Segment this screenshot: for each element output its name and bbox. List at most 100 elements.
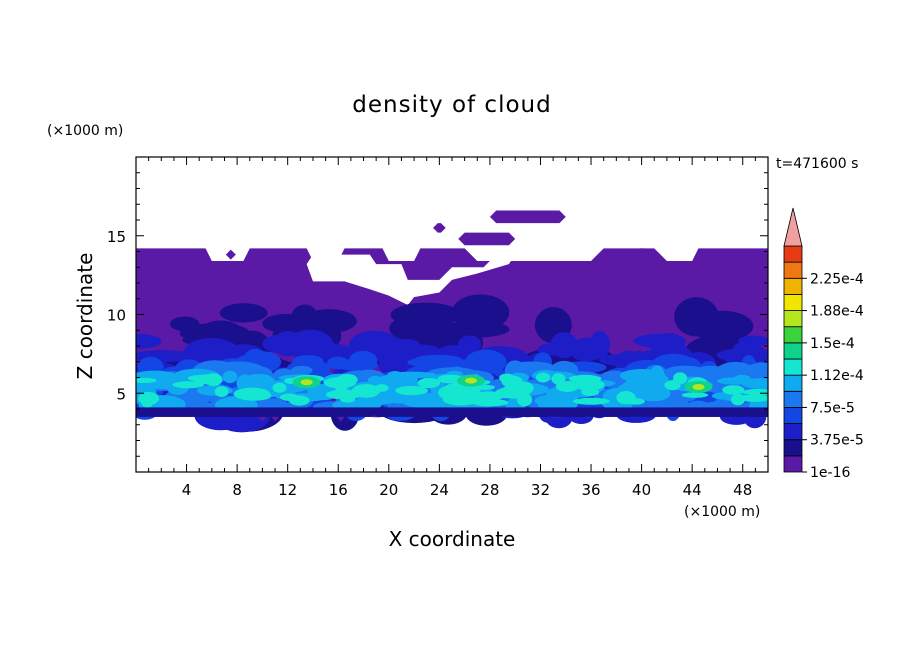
contour-blob-level-6 [551, 373, 566, 385]
contour-blob-level-5 [386, 371, 405, 384]
contour-blob-level-5 [534, 394, 579, 408]
contour-blob-level-2 [550, 332, 578, 359]
contour-blob-level-4 [290, 365, 313, 376]
x-tick-label: 12 [278, 481, 297, 499]
peak-core-0 [300, 379, 313, 386]
contour-blob-level-6 [337, 373, 358, 386]
contour-blob-level-6 [501, 375, 523, 388]
contour-blob-level-2 [738, 335, 768, 347]
x-axis-label: X coordinate [389, 527, 516, 551]
cloud-speck [225, 249, 236, 260]
x-tick-label: 36 [581, 481, 600, 499]
contour-blob-level-4 [667, 386, 688, 408]
colorbar-tick-label: 1.12e-4 [810, 368, 864, 384]
base-notch-0 [258, 416, 267, 422]
contour-blob-level-1 [390, 302, 461, 328]
contour-blob-level-3 [348, 350, 378, 371]
density-field [136, 210, 768, 433]
contour-blob-level-6 [172, 381, 204, 389]
contour-blob-level-1 [170, 316, 200, 332]
y-unit-label: (×1000 m) [47, 123, 123, 139]
contour-blob-level-5 [619, 368, 666, 383]
contour-blob-level-5 [367, 375, 383, 385]
contour-blob-level-3 [327, 356, 350, 370]
contour-blob-level-6 [138, 391, 160, 406]
base-notch-1 [271, 416, 280, 422]
cloud-patch-0 [489, 210, 566, 224]
contour-blob-level-6 [193, 374, 218, 385]
time-label: t=471600 s [776, 156, 858, 172]
contour-blob-level-6 [470, 391, 505, 401]
x-tick-label: 20 [379, 481, 398, 499]
peak-core-1 [464, 377, 477, 384]
x-tick-label: 16 [329, 481, 348, 499]
colorbar-tick-label: 1.88e-4 [810, 304, 864, 320]
contour-blob-level-5 [222, 370, 238, 384]
contour-blob-level-3 [407, 357, 446, 367]
colorbar-tick-label: 2.25e-4 [810, 271, 864, 287]
contour-blob-level-6 [573, 378, 605, 391]
colorbar-segment [783, 439, 803, 457]
x-unit-label: (×1000 m) [684, 504, 760, 520]
contour-blob-level-2 [286, 329, 334, 361]
contour-blob-level-1 [451, 294, 510, 331]
x-tick-label: 8 [232, 481, 242, 499]
x-tick-label: 44 [683, 481, 702, 499]
contour-blob-level-5 [386, 392, 415, 404]
contour-blob-level-2 [394, 339, 421, 353]
contour-blob-level-6 [442, 394, 480, 406]
contour-blob-level-3 [465, 349, 507, 375]
contour-blob-level-6 [214, 386, 229, 397]
colorbar-segment [783, 261, 803, 279]
contour-blob-level-6 [136, 377, 157, 384]
x-tick-label: 40 [632, 481, 651, 499]
colorbar-segment [783, 407, 803, 424]
contour-blob-level-6 [395, 385, 428, 396]
colorbar-tick-label: 3.75e-5 [810, 433, 864, 449]
cloud-patch-3 [635, 248, 648, 258]
peak-core-2 [692, 383, 705, 390]
colorbar-segment [783, 277, 803, 295]
colorbar-extend-arrow [783, 207, 803, 247]
contour-blob-level-1 [219, 303, 268, 323]
contour-blob-level-6 [472, 398, 509, 407]
contour-blob-level-6 [572, 397, 610, 405]
y-axis-label: Z coordinate [73, 253, 97, 380]
contour-blob-level-6 [375, 384, 389, 392]
colorbar-tick-label: 7.5e-5 [810, 400, 855, 416]
y-tick-label: 10 [107, 307, 126, 325]
colorbar-segment [783, 390, 803, 408]
x-tick-label: 4 [182, 481, 192, 499]
colorbar-segment [783, 374, 803, 392]
contour-blob-level-5 [717, 377, 753, 385]
base-notch-3 [369, 415, 378, 417]
contour-blob-level-2 [184, 338, 239, 366]
contour-blob-level-6 [335, 383, 348, 397]
contour-blob-level-6 [681, 392, 709, 398]
colorbar-segment [783, 455, 803, 473]
clear-gap [306, 254, 516, 306]
y-tick-label: 5 [116, 385, 126, 403]
colorbar-segment [783, 245, 803, 263]
cloud-patch-1 [458, 232, 516, 246]
colorbar-tick-label: 1e-16 [810, 465, 850, 481]
contour-blob-level-6 [673, 372, 688, 385]
contour-blob-level-2 [648, 333, 686, 354]
colorbar-tick-label: 1.5e-4 [810, 336, 855, 352]
colorbar-segment [783, 326, 803, 344]
contour-blob-level-6 [742, 388, 768, 396]
contour-blob-level-2 [136, 333, 162, 349]
colorbar-segment [783, 423, 803, 441]
contour-blob-level-6 [417, 377, 441, 389]
base-notch-2 [336, 416, 345, 422]
contour-blob-level-6 [272, 382, 287, 393]
contour-blob-level-1 [301, 309, 357, 333]
x-tick-label: 32 [531, 481, 550, 499]
colorbar-segment [783, 310, 803, 328]
cloud-base-layer [136, 407, 768, 417]
contour-blob-level-6 [722, 385, 745, 395]
contour-blob-level-6 [351, 384, 381, 398]
colorbar-segment [783, 358, 803, 376]
